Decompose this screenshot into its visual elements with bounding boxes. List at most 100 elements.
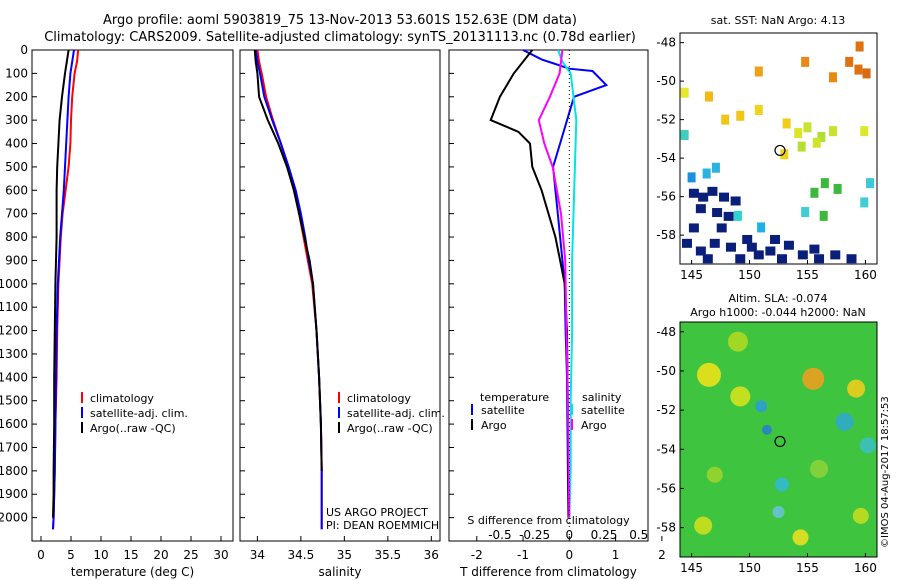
- map-y-tick-label: -54: [656, 442, 676, 456]
- map-y-tick-label: -58: [656, 521, 676, 535]
- sst-cell: [801, 207, 810, 218]
- map-x-tick-label: 155: [796, 561, 819, 575]
- sst-cell-cold: [797, 250, 808, 260]
- sst-cell: [782, 118, 791, 129]
- y-tick-label: 800: [5, 230, 28, 244]
- x-tick-label-temperature: 30: [213, 548, 228, 562]
- series-line-temperature: [52, 49, 70, 518]
- sst-cell-cold: [688, 188, 699, 198]
- sst-cell-cold: [695, 204, 706, 214]
- sst-cell: [820, 178, 829, 189]
- sst-cell-cold: [723, 211, 734, 221]
- x-tick-label-salinity: 35.5: [374, 548, 401, 562]
- sla-anomaly-patch: [859, 437, 876, 454]
- map-y-tick-label: -50: [656, 364, 676, 378]
- temperature-axis-label: T difference from climatology: [459, 565, 637, 579]
- sst-cell-cold: [770, 234, 781, 244]
- x-tick-label-temperature: 20: [153, 548, 168, 562]
- y-tick-label: 200: [5, 90, 28, 104]
- sst-cell-cold: [725, 242, 736, 252]
- sst-cell-cold: [702, 254, 713, 264]
- legend-label: satellite-adj. clim.: [347, 407, 445, 420]
- profile-location-marker: [774, 144, 786, 157]
- x-tick-label-difference: -2: [471, 548, 483, 562]
- sst-cell: [794, 128, 803, 139]
- sst-cell: [733, 210, 742, 221]
- legend-label: Argo: [581, 419, 607, 432]
- map-y-tick-label: -56: [656, 190, 676, 204]
- series-line-salinity: [253, 49, 323, 471]
- sst-cell: [860, 126, 869, 137]
- x-tick-label-temperature: 5: [67, 548, 75, 562]
- sla-anomaly-patch: [835, 412, 854, 431]
- sst-cell: [780, 149, 789, 160]
- sst-cell: [866, 178, 875, 189]
- sst-cell-cold: [830, 250, 841, 260]
- map-content-sst-map: [680, 33, 877, 264]
- salinity-tick-label: 0.25: [591, 528, 618, 542]
- sst-cell-cold: [698, 192, 709, 202]
- x-tick-label-salinity: 36: [424, 548, 439, 562]
- sst-cell-cold: [707, 186, 718, 196]
- sst-cell: [828, 72, 837, 83]
- map-y-tick-label: -48: [656, 36, 676, 50]
- sst-cell: [797, 141, 806, 152]
- sst-cell: [757, 222, 766, 233]
- y-tick-label: 1400: [0, 370, 28, 384]
- salinity-axis-label: S difference from climatology: [467, 514, 630, 527]
- sla-anomaly-patch: [730, 386, 751, 407]
- map-x-tick-label: 150: [738, 268, 761, 282]
- x-tick-label-salinity: 34: [250, 548, 265, 562]
- sst-cell: [860, 197, 869, 208]
- y-tick-label: 1700: [0, 440, 28, 454]
- legend-label: satellite: [581, 404, 625, 417]
- map-x-tick-label: 145: [680, 561, 703, 575]
- x-tick-label-temperature: 0: [37, 548, 45, 562]
- sst-cell-cold: [814, 254, 825, 264]
- map-x-tick-label: 150: [738, 561, 761, 575]
- map-y-tick-label: -58: [656, 228, 676, 242]
- map-x-tick-label: 160: [854, 268, 877, 282]
- sst-cell-cold: [716, 223, 727, 233]
- legend-label: satellite: [481, 404, 525, 417]
- sla-anomaly-patch: [761, 424, 772, 435]
- sst-cell: [680, 130, 689, 141]
- y-tick-label: 400: [5, 137, 28, 151]
- salinity-tick-label: 0: [566, 528, 574, 542]
- sst-cell: [812, 137, 821, 148]
- sst-cell-cold: [709, 238, 720, 248]
- y-tick-label: 1500: [0, 394, 28, 408]
- x-axis-label-temperature: temperature (deg C): [71, 565, 194, 579]
- profile-location-marker: [774, 435, 786, 448]
- y-tick-label: 1000: [0, 277, 28, 291]
- sla-anomaly-patch: [852, 507, 869, 524]
- sla-anomaly-patch: [706, 466, 723, 483]
- y-tick-label: 2000: [0, 511, 28, 525]
- sla-anomaly-patch: [774, 477, 789, 492]
- x-axis-label-salinity: salinity: [318, 565, 361, 579]
- sst-cell: [828, 126, 837, 137]
- map-y-tick-label: -56: [656, 481, 676, 495]
- sst-cell-cold: [719, 192, 730, 202]
- sst-cell: [862, 68, 871, 79]
- sst-cell-cold: [730, 196, 741, 206]
- map-content-sla-map: [680, 322, 877, 557]
- y-tick-label: 1100: [0, 300, 28, 314]
- panel-frame-temperature: [31, 49, 234, 542]
- x-tick-label-temperature: 15: [123, 548, 138, 562]
- sst-cell-cold: [742, 234, 753, 244]
- sst-cell: [845, 56, 854, 67]
- legend-label: Argo(..raw -QC): [347, 422, 433, 435]
- sst-cell-cold: [681, 238, 692, 248]
- series-line-temperature: [52, 49, 75, 530]
- x-tick-label-salinity: 35: [337, 548, 352, 562]
- salinity-tick-label: 0.5: [629, 528, 648, 542]
- x-tick-label-salinity: 34.5: [288, 548, 315, 562]
- y-tick-label: 100: [5, 66, 28, 80]
- salinity-tick-label: -0.25: [519, 528, 550, 542]
- map-x-tick-label: 160: [854, 561, 877, 575]
- sst-map-title: sat. SST: NaN Argo: 4.13: [711, 14, 845, 27]
- map-y-tick-label: -50: [656, 74, 676, 88]
- sst-cell: [754, 66, 763, 77]
